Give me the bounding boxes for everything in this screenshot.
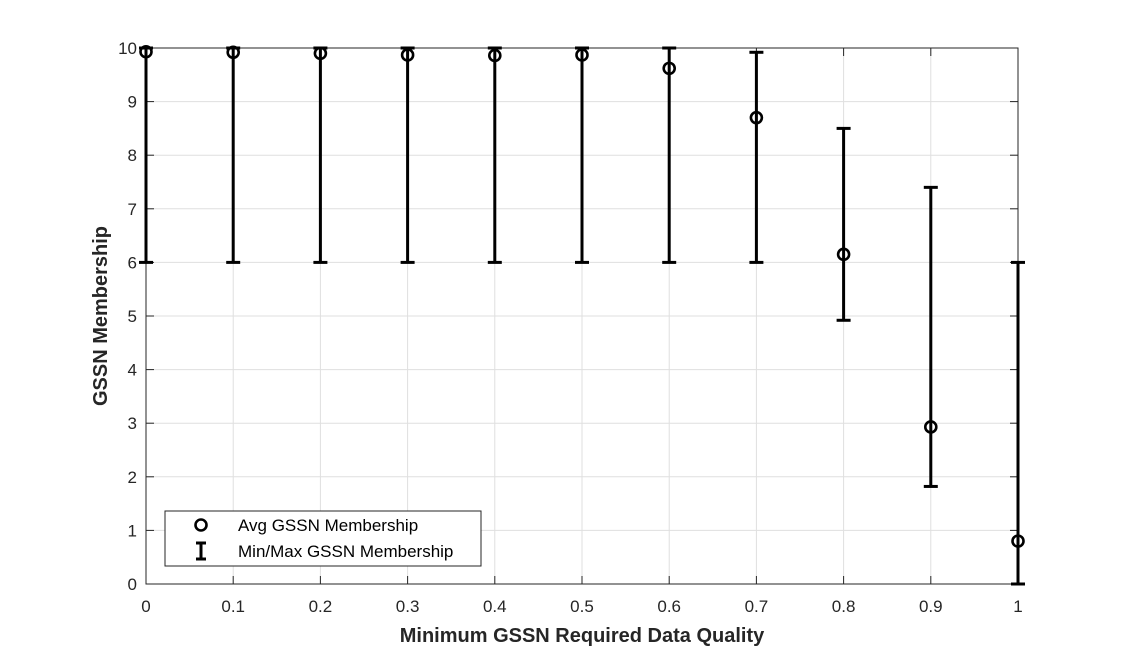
- x-tick-label: 0.3: [396, 597, 420, 616]
- avg-membership-point: [139, 44, 153, 59]
- min-max-error-bar: [923, 185, 938, 488]
- y-tick-label: 10: [118, 39, 137, 58]
- x-tick-label: 0.8: [832, 597, 856, 616]
- y-tick-label: 3: [128, 414, 137, 433]
- avg-membership-point: [400, 48, 415, 62]
- y-axis-ticks: 0 1 2 3 4 5 6 7 8 9 10: [118, 39, 1018, 594]
- avg-markers: [139, 44, 1025, 548]
- avg-membership-point: [662, 61, 677, 76]
- avg-membership-point: [575, 48, 589, 62]
- y-tick-label: 1: [128, 521, 137, 540]
- avg-membership-point: [313, 46, 328, 61]
- x-tick-label: 0.5: [570, 597, 594, 616]
- y-tick-label: 5: [128, 307, 137, 326]
- avg-membership-point: [923, 420, 938, 434]
- avg-membership-point: [1011, 534, 1025, 548]
- min-max-error-bars: [139, 46, 1025, 586]
- y-tick-label: 7: [128, 200, 137, 219]
- min-max-error-bar: [836, 126, 851, 322]
- legend: Avg GSSN Membership Min/Max GSSN Members…: [164, 510, 482, 567]
- legend-label-minmax: Min/Max GSSN Membership: [238, 542, 453, 561]
- avg-membership-point: [487, 48, 502, 63]
- legend-box: [164, 510, 482, 567]
- avg-membership-point: [226, 45, 240, 60]
- min-max-error-bar: [662, 46, 677, 264]
- min-max-error-bar: [749, 50, 764, 264]
- y-tick-label: 2: [128, 468, 137, 487]
- x-tick-label: 1: [1013, 597, 1022, 616]
- x-tick-label: 0.4: [483, 597, 507, 616]
- y-tick-label: 4: [128, 361, 137, 380]
- avg-membership-point: [749, 110, 764, 125]
- legend-circle-marker: [194, 518, 208, 532]
- legend-errorbar-marker: [196, 541, 206, 561]
- y-axis-title: GSSN Membership: [90, 226, 112, 406]
- min-max-error-bar: [487, 46, 502, 264]
- avg-membership-point: [836, 247, 851, 262]
- y-tick-label: 9: [128, 93, 137, 112]
- x-tick-label: 0.2: [309, 597, 333, 616]
- min-max-error-bar: [400, 46, 415, 264]
- legend-label-avg: Avg GSSN Membership: [238, 516, 418, 535]
- x-tick-label: 0.7: [745, 597, 769, 616]
- min-max-error-bar: [575, 46, 589, 264]
- x-axis-title: Minimum GSSN Required Data Quality: [400, 625, 765, 647]
- min-max-error-bar: [1011, 260, 1025, 586]
- x-tick-label: 0.1: [221, 597, 245, 616]
- y-tick-label: 8: [128, 146, 137, 165]
- x-tick-label: 0: [141, 597, 150, 616]
- y-tick-label: 0: [128, 575, 137, 594]
- x-tick-label: 0.6: [657, 597, 681, 616]
- y-tick-label: 6: [128, 253, 137, 272]
- x-axis-ticks: 0 0.1 0.2 0.3 0.4 0.5 0.6 0.7 0.8 0.9 1: [141, 48, 1023, 616]
- x-tick-label: 0.9: [919, 597, 943, 616]
